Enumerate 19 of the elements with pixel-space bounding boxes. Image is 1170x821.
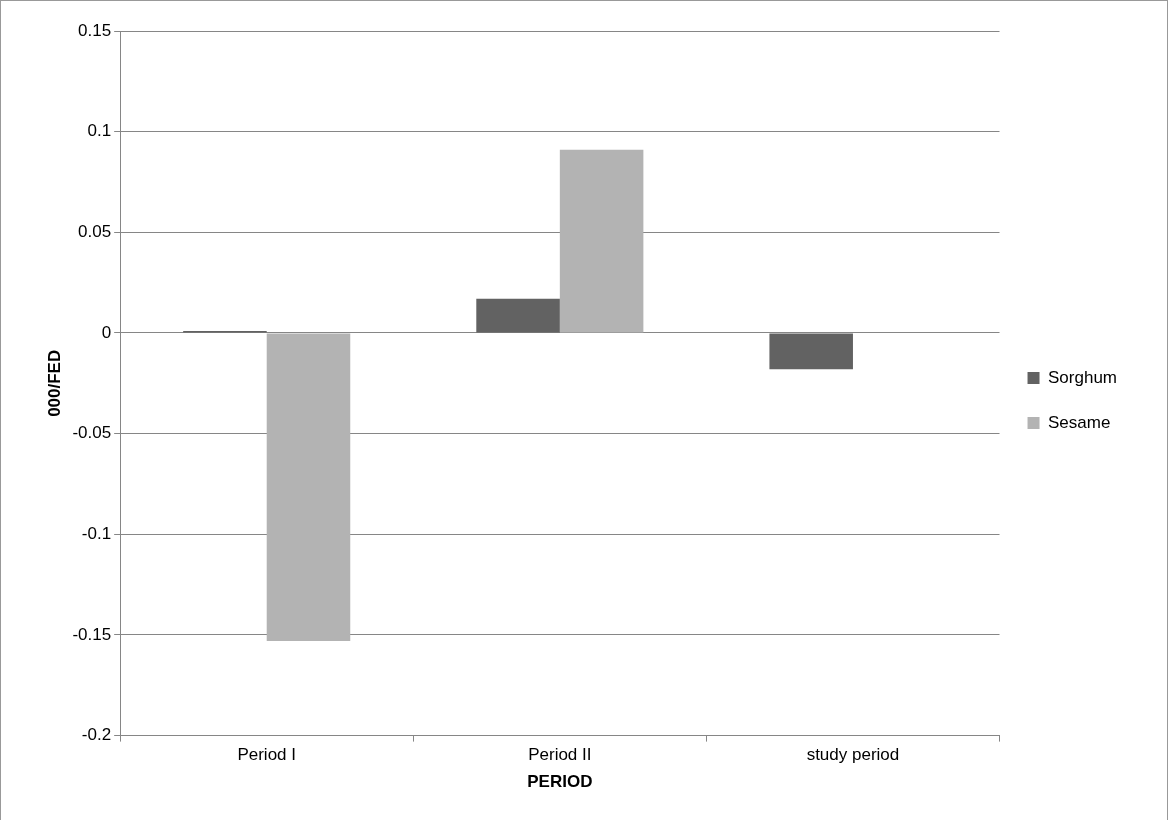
- legend-label: Sorghum: [1048, 367, 1117, 387]
- y-tick-label: 0.15: [78, 20, 112, 40]
- x-tick-label: study period: [806, 745, 900, 765]
- x-tick-label: Period II: [528, 745, 592, 765]
- y-axis-title: 000/FED: [44, 349, 64, 417]
- y-tick-label: -0.1: [81, 523, 112, 543]
- y-tick-label: 0.1: [87, 121, 112, 141]
- y-tick-label: -0.05: [72, 423, 112, 443]
- y-tick-label: 0.05: [78, 222, 112, 241]
- x-tick-label: Period I: [237, 745, 297, 765]
- bar: [266, 333, 351, 641]
- x-axis-title: PERIOD: [527, 771, 593, 791]
- y-tick-label: -0.2: [81, 725, 112, 745]
- bar: [559, 149, 644, 333]
- bar: [769, 333, 853, 370]
- y-tick-label: -0.15: [72, 624, 112, 644]
- legend-label: Sesame: [1048, 412, 1111, 432]
- y-tick-label: 0: [101, 322, 112, 342]
- bar: [476, 298, 560, 333]
